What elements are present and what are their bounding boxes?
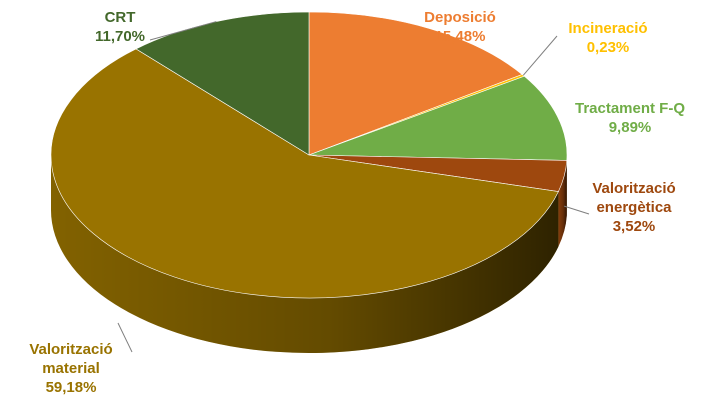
leader-line [117, 322, 133, 353]
slice-label-deposicio: Deposició 15,48% [395, 8, 525, 46]
pie-sides [51, 155, 567, 353]
slice [308, 75, 568, 161]
slice-label-valoritzacio-energetica: Valorització energètica 3,52% [566, 179, 702, 236]
slice-side-shade [51, 155, 559, 353]
slice-label-incineracio: Incineració 0,23% [548, 19, 668, 57]
slice-name: Deposició [424, 9, 496, 26]
slice [135, 11, 310, 156]
leader-line [149, 21, 217, 41]
slice-value: 11,70% [94, 28, 146, 45]
leader-line [564, 205, 590, 215]
slice [50, 48, 559, 299]
slice-value: 59,18% [45, 379, 97, 396]
leader-lines [117, 21, 590, 353]
slice-name: Valorització energètica [592, 180, 676, 216]
slice [308, 11, 523, 156]
slice-value: 9,89% [608, 119, 652, 136]
slice-value: 15,48% [434, 28, 486, 45]
slice-name: Tractament F-Q [574, 100, 686, 117]
slice-name: CRT [104, 9, 136, 26]
slice-name: Valorització material [29, 341, 113, 377]
slice-value: 3,52% [612, 218, 656, 235]
slice-label-valoritzacio-material: Valorització material 59,18% [8, 340, 134, 397]
slice-label-tractament: Tractament F-Q 9,89% [562, 99, 698, 137]
slice-name: Incineració [568, 20, 648, 37]
pie-top [50, 11, 568, 299]
slice-value: 0,23% [586, 39, 630, 56]
slice-label-crt: CRT 11,70% [70, 8, 170, 46]
leader-line [522, 35, 558, 76]
slice-side-shade [558, 160, 567, 247]
